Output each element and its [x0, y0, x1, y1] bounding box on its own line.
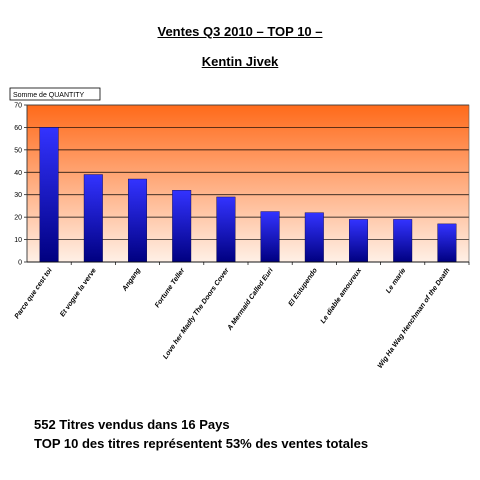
y-tick-label: 70 [14, 103, 22, 110]
y-tick-label: 30 [14, 192, 22, 199]
bar [83, 174, 103, 263]
bar [393, 219, 413, 263]
y-tick-label: 0 [18, 260, 22, 267]
field-button[interactable]: Somme de QUANTITY [9, 87, 101, 101]
footer-line-1: 552 Titres vendus dans 16 Pays [34, 417, 230, 432]
bar [304, 212, 324, 263]
footer-line-2: TOP 10 des titres représentent 53% des v… [34, 436, 369, 451]
y-tick-label: 40 [14, 170, 22, 177]
x-tick-label: Le marie [385, 267, 407, 295]
x-tick-label: Et vogue la verve [59, 267, 98, 318]
x-axis: Parce que cest toi Et vogue la verve Angan… [14, 261, 470, 370]
x-tick-label: Angang [121, 267, 143, 294]
bar [260, 211, 280, 263]
bar-chart: 0 10 20 30 40 50 60 70 Parce que cest toi Et vog… [9, 87, 470, 370]
x-tick-label: Fortune Teller [154, 266, 187, 309]
bar [437, 223, 457, 263]
x-tick-label: Parce que cest toi [14, 266, 55, 320]
bar [216, 196, 236, 263]
x-tick-label: El Estupendo [288, 267, 320, 308]
x-tick-label: Wig Ha Wag Henchman of the Death [377, 267, 452, 370]
field-button-label: Somme de QUANTITY [13, 92, 85, 99]
y-tick-label: 60 [14, 125, 22, 132]
bar [128, 178, 147, 263]
x-tick-label: Le diable amoureux [320, 266, 364, 325]
chart-subtitle: Kentin Jivek [201, 54, 279, 69]
bar [39, 127, 59, 263]
y-tick-label: 50 [14, 147, 22, 154]
x-tick-label: A Mermaid Called Euri [226, 266, 275, 332]
bar [172, 190, 192, 263]
bar [349, 219, 368, 263]
y-tick-label: 20 [14, 215, 22, 222]
chart-title: Ventes Q3 2010 – TOP 10 – [157, 24, 323, 39]
y-tick-label: 10 [14, 237, 22, 244]
